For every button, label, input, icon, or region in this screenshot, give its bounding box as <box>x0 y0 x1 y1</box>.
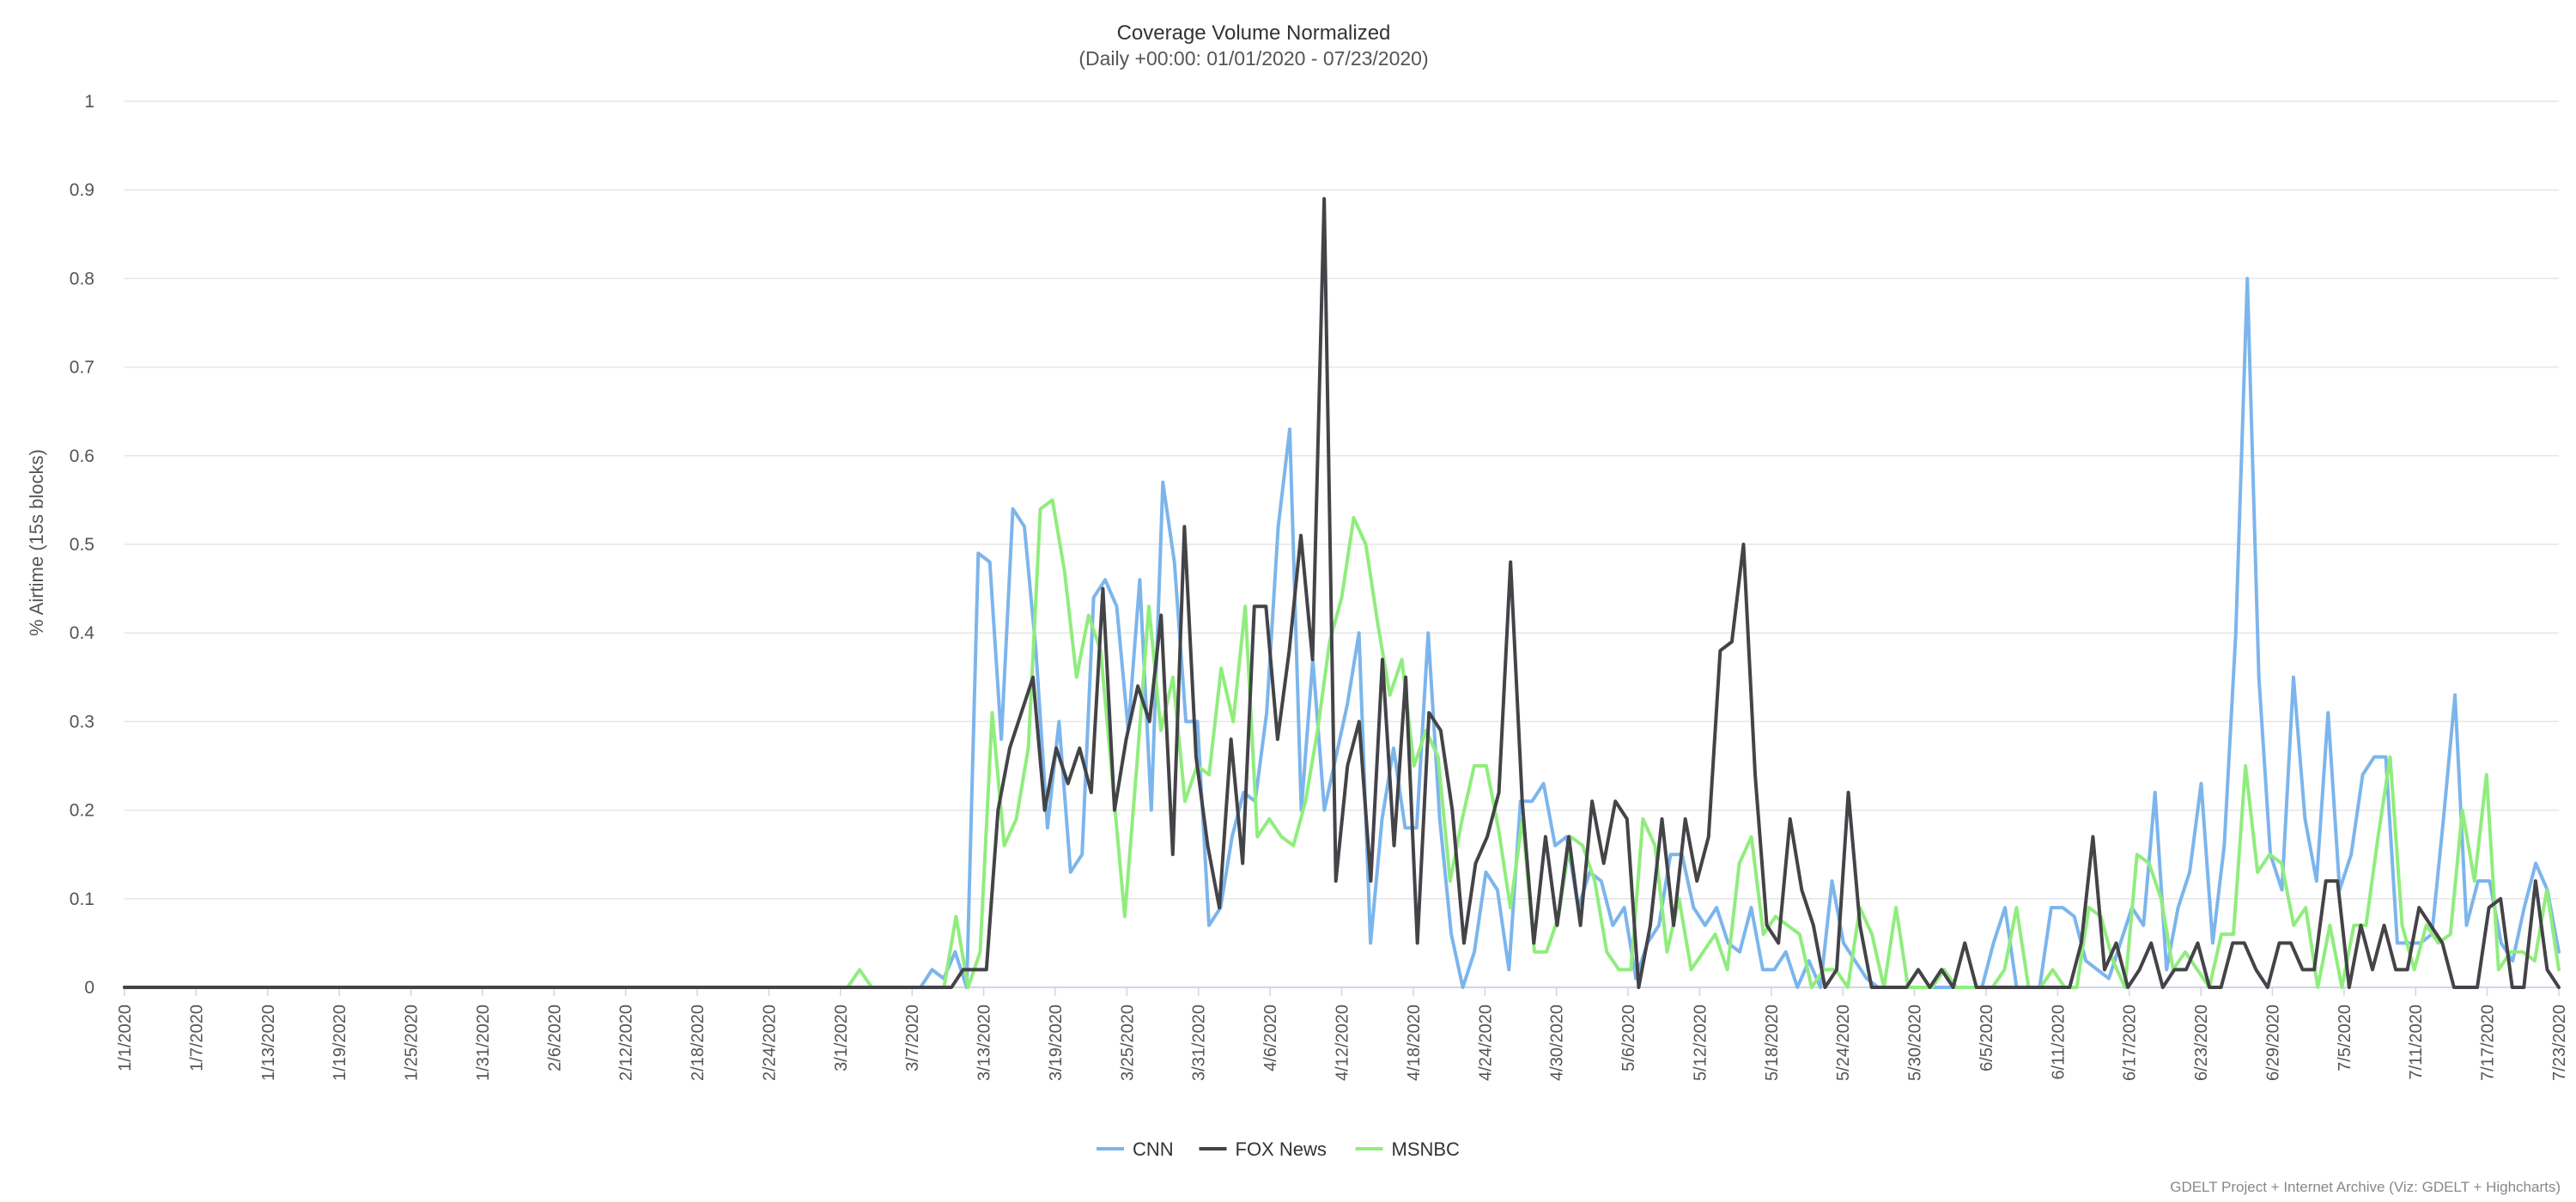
x-tick-label: 6/23/2020 <box>2192 1005 2211 1081</box>
series-lines <box>123 197 2561 989</box>
x-tick-label: 5/18/2020 <box>1763 1005 1782 1081</box>
legend-label: MSNBC <box>1392 1138 1461 1160</box>
x-tick-label: 1/13/2020 <box>259 1005 278 1081</box>
x-tick-label: 3/13/2020 <box>975 1005 994 1081</box>
x-tick-label: 1/31/2020 <box>474 1005 493 1081</box>
x-tick-label: 1/25/2020 <box>403 1005 422 1081</box>
grid-lines <box>125 100 2559 900</box>
x-tick-label: 2/6/2020 <box>545 1005 564 1071</box>
x-tick-label: 3/31/2020 <box>1190 1005 1209 1081</box>
x-tick-label: 1/19/2020 <box>331 1005 349 1081</box>
x-tick-label: 6/5/2020 <box>1978 1005 1996 1071</box>
x-tick-label: 7/5/2020 <box>2336 1005 2354 1071</box>
x-tick-label: 4/24/2020 <box>1476 1005 1495 1081</box>
legend-item-fox-news[interactable]: FOX News <box>1199 1138 1327 1160</box>
series-line-msnbc[interactable] <box>123 498 2561 989</box>
x-tick-label: 3/7/2020 <box>903 1005 922 1071</box>
chart-subtitle: (Daily +00:00: 01/01/2020 - 07/23/2020) <box>1078 47 1428 70</box>
chart-title: Coverage Volume Normalized <box>1117 21 1391 45</box>
y-tick-label: 0 <box>84 978 94 998</box>
x-tick-label: 5/24/2020 <box>1834 1005 1853 1081</box>
legend-label: CNN <box>1133 1138 1174 1160</box>
legend-item-msnbc[interactable]: MSNBC <box>1355 1138 1461 1160</box>
credits-text[interactable]: GDELT Project + Internet Archive (Viz: G… <box>2170 1179 2561 1195</box>
x-tick-label: 3/1/2020 <box>832 1005 851 1071</box>
x-tick-label: 7/17/2020 <box>2479 1005 2498 1081</box>
y-tick-label: 1 <box>84 92 94 112</box>
x-tick-label: 5/6/2020 <box>1619 1005 1638 1071</box>
y-tick-label: 0.9 <box>70 180 94 200</box>
y-tick-label: 0.6 <box>70 446 94 466</box>
x-tick-label: 3/25/2020 <box>1118 1005 1137 1081</box>
y-tick-label: 0.2 <box>70 801 94 821</box>
x-tick-label: 7/23/2020 <box>2550 1005 2569 1081</box>
legend-label: FOX News <box>1236 1138 1327 1160</box>
x-tick-label: 4/6/2020 <box>1261 1005 1280 1071</box>
x-tick-label: 2/24/2020 <box>760 1005 779 1081</box>
y-tick-label: 0.3 <box>70 712 94 732</box>
x-tick-label: 5/30/2020 <box>1906 1005 1925 1081</box>
x-tick-label: 4/12/2020 <box>1334 1005 1352 1081</box>
x-tick-label: 4/18/2020 <box>1405 1005 1424 1081</box>
x-tick-label: 2/18/2020 <box>689 1005 708 1081</box>
series-line-fox-news[interactable] <box>123 197 2561 989</box>
x-tick-label: 1/1/2020 <box>116 1005 135 1071</box>
x-tick-label: 5/12/2020 <box>1691 1005 1710 1081</box>
y-tick-label: 0.7 <box>70 358 94 378</box>
y-axis-ticks: 0 0.1 0.2 0.3 0.4 0.5 0.6 0.7 0.8 0.9 1 <box>70 92 95 998</box>
x-tick-label: 3/19/2020 <box>1047 1005 1066 1081</box>
x-tick-label: 6/17/2020 <box>2121 1005 2140 1081</box>
legend-item-cnn[interactable]: CNN <box>1097 1138 1174 1160</box>
y-tick-label: 0.5 <box>70 535 94 555</box>
x-axis: 1/1/2020 1/7/2020 1/13/2020 1/19/2020 1/25/2… <box>116 986 2569 1081</box>
y-axis-label: % Airtime (15s blocks) <box>26 449 47 636</box>
x-tick-label: 2/12/2020 <box>617 1005 636 1081</box>
x-tick-label: 7/11/2020 <box>2407 1005 2426 1080</box>
x-tick-label: 1/7/2020 <box>187 1005 206 1071</box>
y-tick-label: 0.4 <box>70 623 95 643</box>
y-tick-label: 0.1 <box>70 889 94 909</box>
x-tick-label: 6/11/2020 <box>2049 1005 2068 1080</box>
x-tick-label: 4/30/2020 <box>1548 1005 1567 1081</box>
y-tick-label: 0.8 <box>70 269 94 288</box>
x-tick-label: 6/29/2020 <box>2263 1005 2282 1081</box>
legend: CNN FOX News MSNBC <box>1097 1138 1460 1160</box>
